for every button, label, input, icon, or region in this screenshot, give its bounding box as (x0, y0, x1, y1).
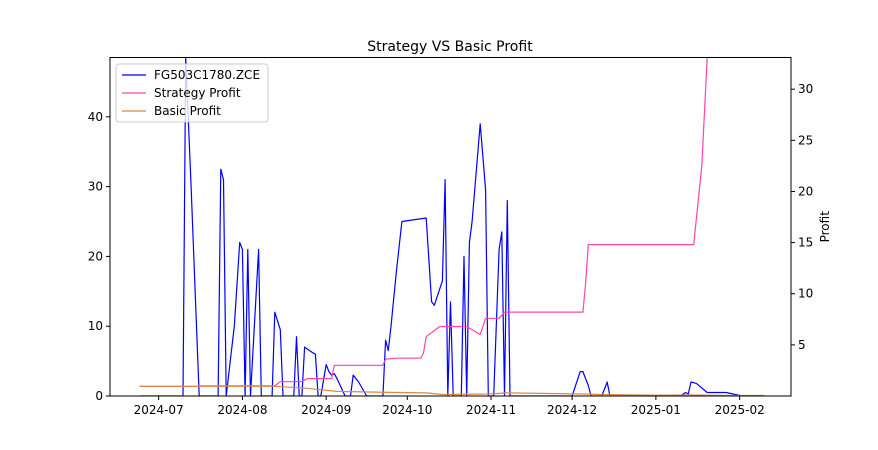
x-tick-label: 2025-02 (715, 403, 765, 417)
y-left-tick-label: 40 (88, 110, 103, 124)
y-axis-right: 5 10 15 20 25 30 (791, 82, 813, 352)
x-tick-label: 2024-12 (547, 403, 597, 417)
legend-box (115, 63, 269, 123)
legend-label: FG503C1780.ZCE (154, 68, 260, 82)
legend: FG503C1780.ZCE Strategy Profit Basic Profi… (115, 63, 269, 123)
series-line-1 (139, 57, 764, 396)
y-left-tick-label: 10 (88, 319, 103, 333)
x-tick-label: 2025-01 (631, 403, 681, 417)
x-tick-label: 2024-07 (134, 403, 184, 417)
y-right-tick-label: 10 (798, 287, 813, 301)
y-left-tick-label: 0 (95, 389, 103, 403)
series-line-2 (139, 57, 708, 387)
y-right-tick-label: 5 (798, 338, 806, 352)
legend-label: Basic Profit (154, 104, 221, 118)
plot-area (139, 57, 764, 396)
x-axis: 2024-07 2024-08 2024-09 2024-10 2024-11 2024-… (134, 396, 765, 417)
axes-frame (109, 57, 792, 397)
y-right-tick-label: 20 (798, 184, 813, 198)
y-axis-right-label: Profit (818, 211, 832, 243)
y-left-tick-label: 20 (88, 249, 103, 263)
x-tick-label: 2024-08 (217, 403, 267, 417)
series-line-3 (139, 385, 764, 396)
y-axis-left: 0 10 20 30 40 (88, 110, 110, 403)
y-left-tick-label: 30 (88, 180, 103, 194)
y-right-tick-label: 15 (798, 236, 813, 250)
y-right-tick-label: 30 (798, 82, 813, 96)
legend-label: Strategy Profit (154, 86, 241, 100)
x-tick-label: 2024-09 (301, 403, 351, 417)
x-tick-label: 2024-11 (466, 403, 516, 417)
y-right-tick-label: 25 (798, 133, 813, 147)
chart-title: Strategy VS Basic Profit (367, 39, 533, 55)
x-tick-label: 2024-10 (382, 403, 432, 417)
